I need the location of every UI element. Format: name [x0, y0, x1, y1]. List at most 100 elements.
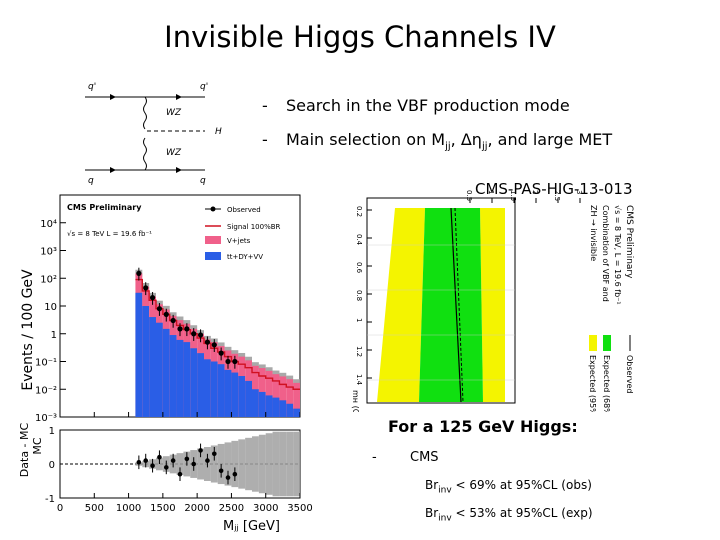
ratio-y-label: Data - MC	[18, 422, 31, 477]
tt-bar	[183, 342, 191, 417]
tt-bar	[258, 391, 266, 417]
bullet-subscript: jj	[445, 141, 451, 153]
x-tick-label: 0	[57, 503, 63, 514]
vjets-bar	[279, 376, 287, 417]
x-tick-label: 3000	[253, 503, 278, 514]
ratio-point	[143, 458, 149, 463]
uncertainty-bin	[293, 379, 300, 387]
observed-point	[143, 285, 149, 291]
observed-point	[136, 270, 142, 276]
observed-point	[211, 342, 217, 348]
br-text: < 69% at 95%CL (obs)	[451, 478, 592, 492]
tt-bar	[224, 369, 232, 417]
vjets-bar	[265, 370, 273, 417]
bullet-dash: -	[262, 130, 268, 149]
bullet-text: Search in the VBF production mode	[286, 96, 570, 115]
limit-axis-label: mʜ (GeV)	[351, 390, 360, 412]
boson-top-label: WZ	[166, 108, 182, 118]
quark-out-bot-label: q	[200, 176, 206, 185]
ratio-uncertainty	[224, 442, 232, 486]
ratio-uncertainty	[231, 440, 239, 488]
limit-tick-label: 1	[355, 318, 363, 322]
limit-tick-label: 1.4	[355, 374, 363, 386]
bullet-dash: -	[262, 96, 268, 115]
x-axis-label: Mⱼⱼ [GeV]	[223, 519, 280, 534]
tt-bar	[265, 395, 273, 417]
ratio-point	[205, 458, 210, 463]
legend-signal: Signal 100%BR	[227, 223, 281, 231]
y-axis-label: Events / 100 GeV	[20, 269, 36, 391]
limit-top-tick-label: 0.5	[465, 190, 473, 201]
ratio-uncertainty	[252, 436, 259, 492]
ratio-uncertainty	[210, 445, 218, 483]
limit-expected: Brinv < 53% at 95%CL (exp)	[425, 506, 593, 523]
uncertainty-bin	[286, 375, 294, 383]
uncertainty-bin	[217, 342, 225, 350]
mjj-plot: Events / 100 GeV Data - MC MC Mⱼⱼ [GeV] …	[18, 194, 313, 534]
uncertainty-bin	[265, 367, 273, 375]
y-tick-label: 10	[44, 302, 57, 313]
ratio-point	[211, 451, 217, 457]
ratio-uncertainty	[293, 431, 300, 497]
y-tick-label: 10⁻¹	[35, 358, 57, 369]
feynman-diagram: q' q' q q WZ WZ H	[85, 82, 222, 185]
tt-bar	[210, 361, 218, 417]
limit-top-tick-label: 1	[487, 190, 495, 194]
limit-tick-label: 1.2	[355, 346, 363, 357]
br-label: Br	[425, 478, 439, 492]
observed-point	[225, 358, 231, 365]
limit-plot: 0.2 0.4 0.6 0.8 1 1.2 1.4 0.5 1 1.5 2 2.5 3 CMS Prel…	[351, 190, 634, 412]
band-68	[419, 208, 483, 402]
limit-tick-label: 0.6	[355, 262, 363, 274]
legend: Observed Signal 100%BR V+jets tt+DY+VV	[205, 206, 281, 261]
tt-bar	[162, 328, 170, 417]
limit-top-tick-label: 2.5	[553, 190, 561, 201]
observed-line	[450, 207, 462, 403]
tt-bar	[231, 372, 239, 417]
signal-line	[135, 278, 300, 390]
uncertainty-bin	[272, 370, 280, 378]
br-sub: inv	[438, 513, 452, 524]
experiment-dash: -	[372, 450, 377, 465]
uncertainty-bin	[252, 362, 259, 370]
tt-bar	[190, 348, 198, 417]
br-label: Br	[425, 506, 439, 520]
observed-point	[218, 350, 224, 356]
tt-bar	[279, 400, 287, 417]
cms-analysis-tag: CMS-PAS-HIG-13-013	[475, 180, 633, 198]
tt-bar	[252, 389, 259, 417]
limit-line-2: Combination of VBF and	[601, 205, 610, 302]
limit-tick-label: 0.2	[355, 206, 363, 217]
observed-point	[177, 326, 183, 332]
ratio-point	[177, 471, 183, 477]
observed-point	[232, 358, 238, 365]
y-tick-label: 10²	[40, 274, 57, 285]
bullet-text-post: , and large MET	[487, 130, 613, 149]
bullet-text-mid: , Δη	[450, 130, 482, 149]
tt-bar	[217, 364, 225, 417]
quark-in-top-label: q'	[88, 82, 96, 92]
ratio-uncertainty	[176, 453, 184, 475]
observed-point	[163, 311, 169, 317]
uncertainty-bin	[238, 352, 246, 361]
tt-bar	[238, 376, 246, 417]
ratio-uncertainty	[286, 431, 294, 497]
tt-bar	[135, 292, 143, 417]
ratio-point	[157, 454, 162, 460]
ratio-point	[218, 468, 224, 474]
tt-bar	[156, 322, 163, 417]
x-tick-label: 1500	[150, 503, 175, 514]
ratio-point	[225, 475, 231, 480]
tt-bar	[149, 317, 156, 417]
ratio-uncertainty	[245, 437, 252, 491]
uncertainty-bin	[231, 350, 239, 358]
uncertainty-bin	[258, 364, 266, 372]
quark-in-bot-label: q	[88, 176, 94, 185]
ratio-uncertainty	[279, 431, 287, 497]
limit-tick-label: 0.4	[355, 234, 363, 246]
limit-legend: CMS Preliminary √s = 8 TeV, L = 19.6 fb⁻…	[588, 205, 634, 412]
observed-point	[204, 339, 211, 345]
br-text: < 53% at 95%CL (exp)	[451, 506, 593, 520]
uncertainty-bin	[224, 346, 232, 354]
vjets-bar	[286, 379, 294, 417]
